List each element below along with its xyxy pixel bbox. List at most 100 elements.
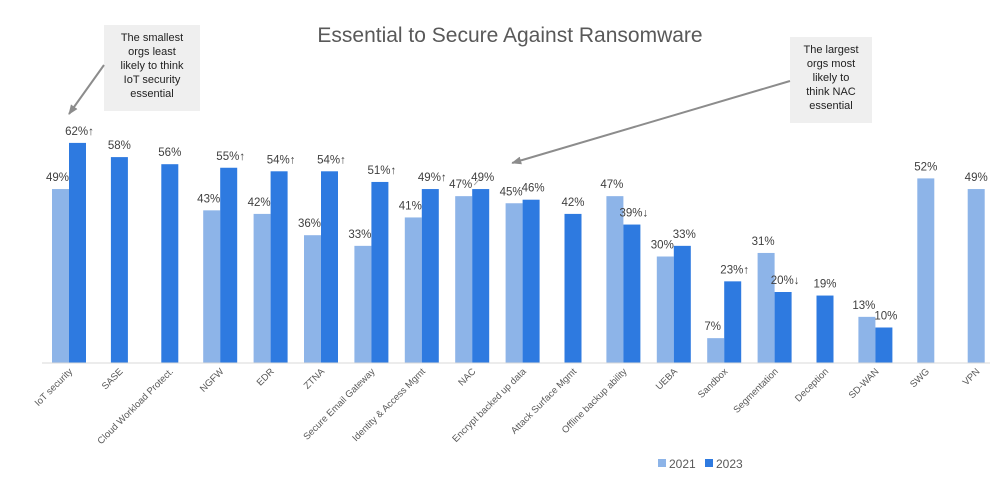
- legend-swatch-2021: [658, 459, 666, 467]
- value-label-2023-iot-security: 62%↑: [65, 126, 94, 138]
- value-label-2023-offline-backup-ability: 39%↓: [620, 208, 649, 220]
- bar-2021-secure-email-gateway: [354, 245, 372, 363]
- value-label-2021-ueba: 30%: [651, 240, 674, 252]
- value-label-2021-edr: 42%: [248, 197, 271, 209]
- value-label-2021-vpn: 49%: [965, 172, 988, 184]
- bar-2021-edr: [253, 213, 271, 363]
- bar-2023-secure-email-gateway: [371, 181, 389, 363]
- bar-2021-ztna: [304, 235, 321, 363]
- bar-2023-deception: [816, 295, 834, 363]
- value-label-2021-encrypt-backed-up-data: 45%: [500, 186, 523, 198]
- value-label-2021-iot-security: 49%: [46, 172, 69, 184]
- value-label-2023-nac: 49%: [471, 172, 494, 184]
- value-label-2023-ueba: 33%: [673, 229, 696, 241]
- bar-2023-iot-security: [69, 142, 86, 363]
- bar-2023-edr: [270, 171, 288, 363]
- bar-2023-offline-backup-ability: [623, 224, 641, 363]
- value-label-2023-encrypt-backed-up-data: 46%: [522, 183, 545, 195]
- value-labels: 49% 62%↑ 58% 56% 43% 55%↑ 42% 54%↑ 36% 54%↑ 33% 51%…: [46, 126, 988, 333]
- value-label-2021-identity-access-mgmt: 41%: [399, 200, 422, 212]
- annotation-text-line: essential: [130, 88, 173, 100]
- value-label-2023-deception: 19%: [813, 279, 836, 291]
- x-tick-sandbox: Sandbox: [696, 366, 730, 400]
- bar-2021-ngfw: [203, 210, 221, 363]
- x-tick-edr: EDR: [255, 366, 277, 388]
- x-tick-segmentation: Segmentation: [731, 366, 780, 415]
- value-label-2023-cloud-workload-protect: 56%: [158, 147, 181, 159]
- bar-2021-swg: [917, 178, 935, 363]
- value-label-2021-ztna: 36%: [298, 218, 321, 230]
- value-label-2023-sd-wan: 10%: [874, 311, 897, 323]
- bar-2021-offline-backup-ability: [606, 196, 624, 363]
- legend-label-2023: 2023: [716, 457, 743, 471]
- bar-2023-sase: [110, 157, 128, 363]
- annotation-text-line: IoT security: [124, 74, 181, 86]
- bar-2023-attack-surface-mgmt: [564, 213, 582, 363]
- bar-2021-ueba: [656, 256, 674, 363]
- bar-2021-encrypt-backed-up-data: [505, 203, 523, 363]
- annotation-box: [790, 37, 872, 123]
- value-label-2023-identity-access-mgmt: 49%↑: [418, 172, 447, 184]
- annotation-arrow: [68, 64, 105, 115]
- value-label-2023-attack-surface-mgmt: 42%: [561, 197, 584, 209]
- bar-2021-segmentation: [757, 252, 775, 363]
- annotation-text-line: The largest: [803, 44, 858, 56]
- bar-2023-sandbox: [724, 281, 742, 363]
- value-label-2023-edr: 54%↑: [267, 154, 296, 166]
- bar-2021-vpn: [967, 189, 985, 363]
- bar-2021-nac: [455, 196, 473, 363]
- value-label-2023-secure-email-gateway: 51%↑: [368, 165, 397, 177]
- annotation-text-line: orgs least: [128, 46, 176, 58]
- chart-title: Essential to Secure Against Ransomware: [317, 24, 702, 47]
- x-tick-swg: SWG: [908, 366, 932, 390]
- x-tick-ztna: ZTNA: [302, 366, 328, 392]
- bars: [52, 142, 985, 363]
- bar-2023-ngfw: [220, 167, 238, 363]
- x-tick-sase: SASE: [100, 366, 126, 392]
- bar-2023-sd-wan: [875, 327, 893, 363]
- value-label-2021-segmentation: 31%: [752, 236, 775, 248]
- x-tick-ueba: UEBA: [654, 366, 681, 393]
- bar-2021-sandbox: [707, 338, 725, 363]
- value-label-2023-ngfw: 55%↑: [216, 151, 245, 163]
- annotation-text-line: likely to: [813, 72, 850, 84]
- value-label-2023-ztna: 54%↑: [317, 154, 346, 166]
- annotation-box: [104, 25, 200, 111]
- value-label-2021-swg: 52%: [914, 161, 937, 173]
- annotation-2: The largest orgs most likely to think NAC es…: [511, 37, 872, 165]
- bar-2023-segmentation: [774, 292, 792, 363]
- x-tick-sd-wan: SD-WAN: [847, 366, 882, 401]
- legend-swatch-2023: [705, 459, 713, 467]
- value-label-2021-sandbox: 7%: [704, 321, 721, 333]
- bar-2023-ueba: [673, 245, 691, 363]
- bar-2023-nac: [472, 189, 490, 363]
- value-label-2021-sd-wan: 13%: [852, 300, 875, 312]
- annotation-1: The smallest orgs least likely to think IoT…: [68, 25, 200, 115]
- annotation-text-line: orgs most: [807, 58, 855, 70]
- bar-2023-ztna: [321, 171, 338, 363]
- annotation-text-line: think NAC: [806, 86, 856, 98]
- bar-2021-sd-wan: [858, 316, 876, 363]
- annotation-arrow: [511, 80, 791, 165]
- bar-2023-identity-access-mgmt: [421, 189, 439, 363]
- bar-2021-identity-access-mgmt: [404, 217, 422, 363]
- legend: 2021 2023: [658, 457, 743, 471]
- label-leader-line: [473, 176, 482, 186]
- annotations: The smallest orgs least likely to think IoT…: [68, 25, 872, 165]
- x-tick-iot-security: IoT security: [33, 366, 76, 409]
- bar-2023-cloud-workload-protect: [161, 164, 179, 363]
- bar-2023-encrypt-backed-up-data: [522, 199, 540, 363]
- value-label-2023-sase: 58%: [108, 140, 131, 152]
- value-label-2021-nac: 47%: [449, 179, 472, 191]
- bar-2021-iot-security: [52, 189, 69, 363]
- x-tick-vpn: VPN: [961, 366, 983, 388]
- value-label-2021-ngfw: 43%: [197, 193, 220, 205]
- annotation-text-line: essential: [809, 100, 852, 112]
- x-tick-nac: NAC: [456, 366, 478, 388]
- x-tick-ngfw: NGFW: [198, 366, 226, 394]
- value-label-2021-secure-email-gateway: 33%: [348, 229, 371, 241]
- value-label-2021-offline-backup-ability: 47%: [600, 179, 623, 191]
- value-label-2023-segmentation: 20%↓: [771, 275, 800, 287]
